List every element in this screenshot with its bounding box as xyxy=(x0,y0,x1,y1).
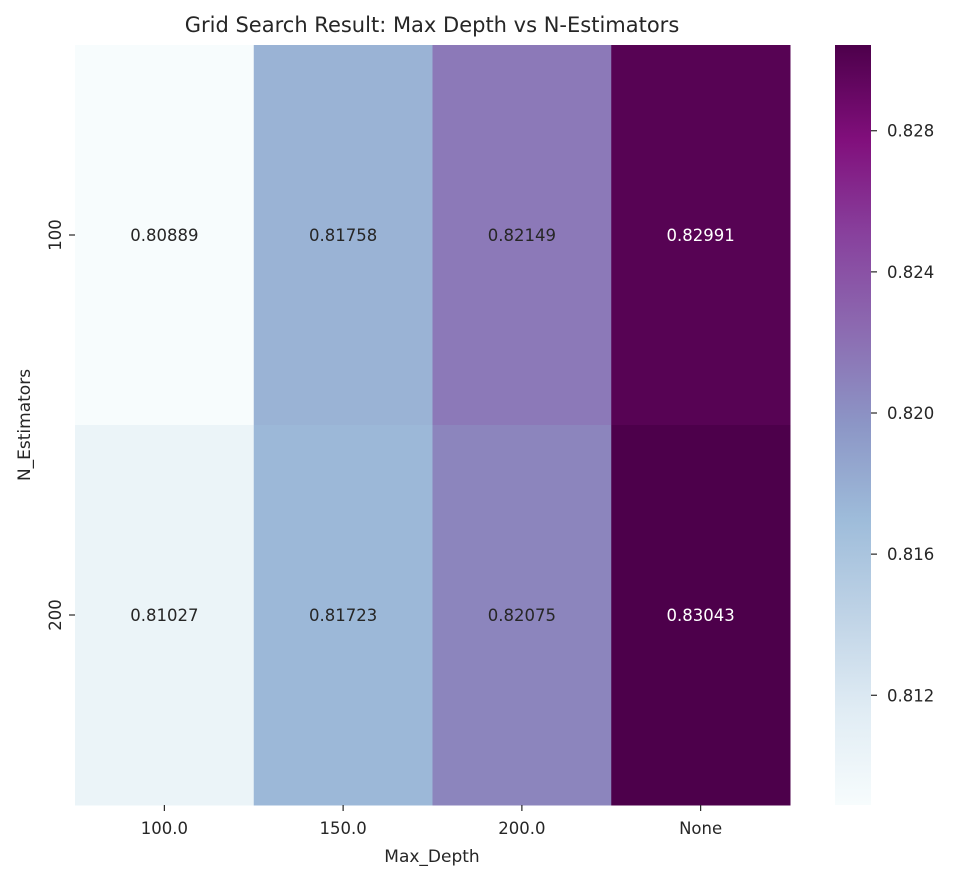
x-tick-label: 100.0 xyxy=(141,819,188,838)
colorbar-tick-label: 0.828 xyxy=(887,122,934,141)
colorbar-tick-label: 0.816 xyxy=(887,545,934,564)
x-tick-label: 200.0 xyxy=(498,819,545,838)
y-axis-ticks: 100 200 xyxy=(46,219,75,631)
heatmap-cell xyxy=(611,425,791,806)
colorbar: 0.812 0.816 0.820 0.824 0.828 xyxy=(835,45,934,805)
colorbar-gradient xyxy=(835,45,871,805)
heatmap-cells xyxy=(75,45,791,806)
cell-value-label: 0.83043 xyxy=(667,606,735,625)
colorbar-tick-label: 0.820 xyxy=(887,404,934,423)
x-axis-label: Max_Depth xyxy=(384,847,479,867)
colorbar-ticks: 0.812 0.816 0.820 0.824 0.828 xyxy=(871,122,934,705)
heatmap-cell xyxy=(75,45,255,426)
chart-title: Grid Search Result: Max Depth vs N-Estim… xyxy=(185,13,680,37)
y-tick-label: 200 xyxy=(46,599,65,631)
colorbar-tick-label: 0.824 xyxy=(887,263,934,282)
heatmap-cell xyxy=(432,425,612,806)
heatmap-cell xyxy=(611,45,791,426)
cell-value-label: 0.81027 xyxy=(130,606,198,625)
cell-value-label: 0.81758 xyxy=(309,226,377,245)
heatmap-cell xyxy=(75,425,255,806)
heatmap-cell xyxy=(253,45,433,426)
cell-annotations: 0.80889 0.81758 0.82149 0.82991 0.81027 0.817… xyxy=(130,226,734,625)
cell-value-label: 0.82991 xyxy=(667,226,735,245)
cell-value-label: 0.82149 xyxy=(488,226,556,245)
heatmap-cell xyxy=(253,425,433,806)
x-tick-label: 150.0 xyxy=(320,819,367,838)
x-axis-ticks: 100.0 150.0 200.0 None xyxy=(141,805,722,838)
heatmap-cell xyxy=(432,45,612,426)
colorbar-tick-label: 0.812 xyxy=(887,686,934,705)
y-tick-label: 100 xyxy=(46,219,65,251)
cell-value-label: 0.80889 xyxy=(130,226,198,245)
x-tick-label: None xyxy=(679,819,722,838)
y-axis-label: N_Estimators xyxy=(15,369,35,481)
cell-value-label: 0.82075 xyxy=(488,606,556,625)
cell-value-label: 0.81723 xyxy=(309,606,377,625)
